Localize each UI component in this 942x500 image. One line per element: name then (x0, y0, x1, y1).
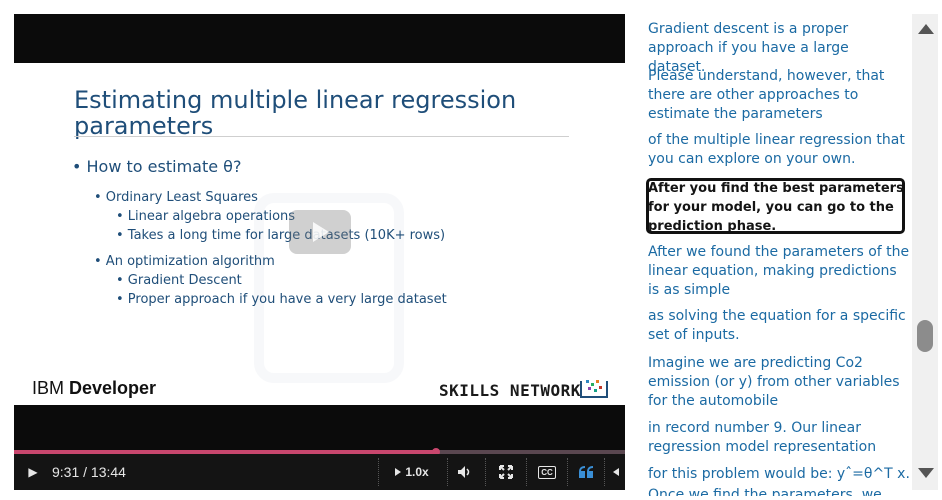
play-button[interactable]: ▶ (22, 454, 44, 490)
control-divider (567, 458, 569, 486)
time-display: 9:31 / 13:44 (52, 454, 172, 490)
transcript-toggle-button[interactable] (575, 454, 597, 490)
slide-divider (74, 136, 569, 137)
chevron-left-icon (613, 468, 619, 476)
cc-icon: CC (538, 465, 556, 479)
slide-item-ols: • Ordinary Least Squares (94, 190, 258, 205)
control-divider (526, 458, 528, 486)
transcript-line[interactable]: Gradient descent is a proper approach if… (648, 21, 849, 75)
progress-handle[interactable] (431, 448, 440, 456)
captions-button[interactable]: CC (535, 454, 559, 490)
time-text: 9:31 / 13:44 (52, 464, 126, 480)
slide-title-line-2: parameters (74, 112, 214, 140)
control-divider (604, 458, 606, 486)
speed-caret-icon (395, 468, 402, 476)
video-player[interactable]: Estimating multiple linear regression pa… (14, 14, 625, 490)
transcript-scrollbar[interactable] (912, 14, 938, 490)
fullscreen-button[interactable] (494, 454, 518, 490)
transcript-line[interactable]: After we found the parameters of the lin… (648, 244, 910, 298)
transcript-line[interactable]: for this problem would be: yˆ=θ^T x. (648, 466, 910, 482)
transcript-line-active[interactable]: After you find the best parameters for y… (648, 181, 904, 234)
scroll-up-arrow-icon[interactable] (918, 24, 934, 34)
active-line-highlight (646, 178, 905, 234)
slide-item-linear-algebra: • Linear algebra operations (116, 209, 296, 224)
slide-item-optimization: • An optimization algorithm (94, 254, 275, 269)
scrollbar-thumb[interactable] (917, 320, 933, 352)
control-divider (447, 458, 449, 486)
ibm-text: IBM (32, 378, 70, 398)
transcript-line[interactable]: Imagine we are predicting Co2 emission (… (648, 355, 900, 409)
video-slide: Estimating multiple linear regression pa… (14, 63, 625, 405)
slide-item-long-time: • Takes a long time for large datasets (… (116, 228, 446, 243)
quote-icon (579, 466, 593, 478)
slide-question: • How to estimate θ? (72, 157, 242, 176)
slide-title: Estimating multiple linear regression pa… (74, 87, 534, 139)
more-controls-button[interactable] (610, 454, 622, 490)
speed-label: 1.0x (405, 465, 429, 479)
transcript-line[interactable]: of the multiple linear regression that y… (648, 132, 905, 167)
volume-icon (458, 466, 470, 478)
skills-network-logo-text: SKILLS NETWORK (439, 381, 581, 400)
transcript-panel: Gradient descent is a proper approach if… (626, 14, 912, 496)
scroll-down-arrow-icon[interactable] (918, 468, 934, 478)
background-watermark (254, 193, 404, 383)
transcript-line[interactable]: in record number 9. Our linear regressio… (648, 420, 877, 455)
transcript-line[interactable]: Please understand, however, that there a… (648, 68, 885, 122)
speed-button[interactable]: 1.0x (390, 454, 434, 490)
play-icon: ▶ (28, 465, 38, 479)
transcript-line[interactable]: as solving the equation for a specific s… (648, 308, 906, 343)
control-divider (378, 458, 380, 486)
transcript-line[interactable]: Once we find the parameters, we can (648, 487, 882, 496)
center-play-button[interactable] (289, 210, 351, 254)
slide-item-gradient-descent: • Gradient Descent (116, 273, 242, 288)
progress-fill (14, 450, 436, 454)
developer-text: Developer (69, 378, 157, 398)
skills-network-book-icon (580, 380, 608, 398)
video-controls: ▶ 9:31 / 13:44 1.0x CC (14, 454, 625, 490)
control-divider (485, 458, 487, 486)
slide-title-line-1: Estimating multiple linear regression (74, 86, 517, 114)
play-icon (313, 222, 329, 242)
volume-button[interactable] (454, 454, 476, 490)
fullscreen-icon (499, 465, 513, 479)
slide-item-proper-approach: • Proper approach if you have a very lar… (116, 292, 447, 307)
ibm-developer-logo: IBM Developer (32, 378, 156, 399)
